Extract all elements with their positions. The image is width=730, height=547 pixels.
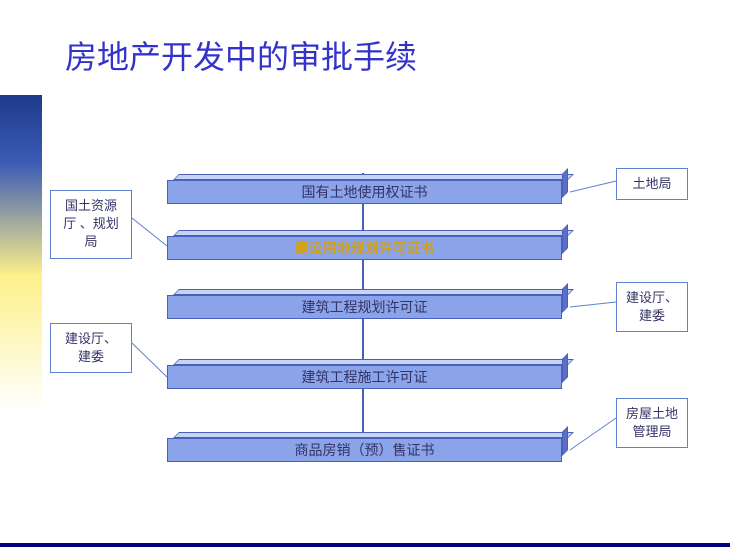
flow-step-label: 国有土地使用权证书 (167, 180, 562, 204)
flow-step-2: 建筑工程规划许可证 (167, 295, 562, 319)
left-annotation-0: 国土资源厅 、规划局 (50, 190, 132, 259)
flow-step-4: 商品房销（预）售证书 (167, 438, 562, 462)
left-annotation-1: 建设厅、建委 (50, 323, 132, 373)
flow-step-label: 商品房销（预）售证书 (167, 438, 562, 462)
right-annotation-2: 房屋土地管理局 (616, 398, 688, 448)
flow-step-label: 建筑工程施工许可证 (167, 365, 562, 389)
flow-step-3: 建筑工程施工许可证 (167, 365, 562, 389)
flow-step-1: 建设用地规划许可证书 (167, 236, 562, 260)
page-title: 房地产开发中的审批手续 (65, 32, 417, 78)
connector-right-0 (570, 181, 616, 192)
flow-step-label: 建筑工程规划许可证 (167, 295, 562, 319)
connector-right-1 (570, 302, 616, 307)
sidebar-gradient (0, 95, 42, 547)
flow-step-label: 建设用地规划许可证书 (167, 236, 562, 260)
connector-left-1 (132, 343, 167, 377)
bottom-border (0, 543, 730, 547)
flow-step-0: 国有土地使用权证书 (167, 180, 562, 204)
connector-left-0 (132, 218, 167, 246)
connector-right-2 (570, 418, 616, 450)
right-annotation-1: 建设厅、建委 (616, 282, 688, 332)
right-annotation-0: 土地局 (616, 168, 688, 200)
